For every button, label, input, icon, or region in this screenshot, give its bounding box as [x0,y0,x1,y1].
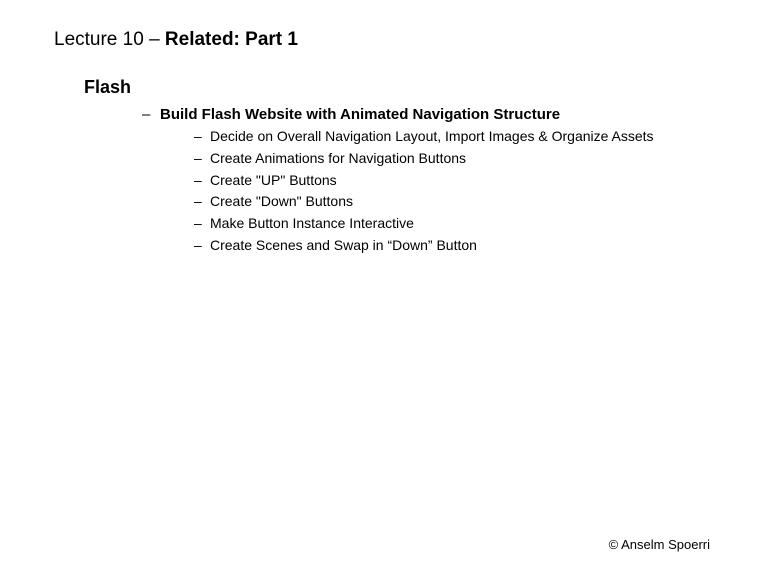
bullet-dash-icon: – [194,126,210,148]
level1-text: Build Flash Website with Animated Naviga… [160,104,560,127]
slide-title: Lecture 10 – Related: Part 1 [54,28,714,53]
level2-text: Decide on Overall Navigation Layout, Imp… [210,126,654,148]
bullet-dash-icon: – [194,148,210,170]
list-item: – Create Animations for Navigation Butto… [194,148,714,170]
level2-text: Create "Down" Buttons [210,191,353,213]
title-main: Related: Part 1 [165,29,298,50]
list-item: – Create "Down" Buttons [194,191,714,213]
slide-container: Lecture 10 – Related: Part 1 Flash – Bui… [0,0,768,576]
bullet-dash-icon: – [142,104,160,127]
level2-text: Create Animations for Navigation Buttons [210,148,466,170]
list-item: – Make Button Instance Interactive [194,213,714,235]
level2-text: Create Scenes and Swap in “Down” Button [210,235,477,257]
list-item: – Build Flash Website with Animated Navi… [142,104,714,127]
list-item: – Create "UP" Buttons [194,170,714,192]
list-item: – Decide on Overall Navigation Layout, I… [194,126,714,148]
list-item: – Create Scenes and Swap in “Down” Butto… [194,235,714,257]
level2-text: Create "UP" Buttons [210,170,337,192]
outline-level2: – Decide on Overall Navigation Layout, I… [194,126,714,256]
bullet-dash-icon: – [194,235,210,257]
outline-level1: – Build Flash Website with Animated Navi… [142,104,714,127]
section-heading: Flash [84,77,714,98]
bullet-dash-icon: – [194,213,210,235]
bullet-dash-icon: – [194,191,210,213]
level2-text: Make Button Instance Interactive [210,213,414,235]
bullet-dash-icon: – [194,170,210,192]
copyright-footer: © Anselm Spoerri [609,537,710,552]
title-prefix: Lecture 10 – [54,29,165,50]
